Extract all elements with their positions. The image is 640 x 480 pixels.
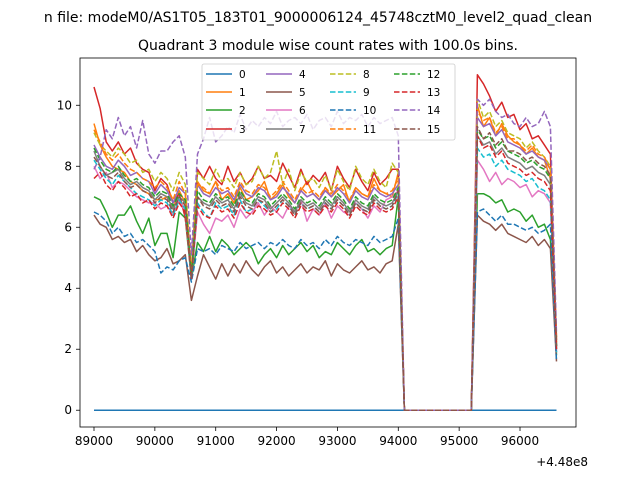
x-tick-label: 96000 xyxy=(501,434,539,448)
series-line-8 xyxy=(93,98,558,411)
legend-label-0: 0 xyxy=(239,69,246,81)
series-line-2 xyxy=(93,192,558,411)
legend-label-4: 4 xyxy=(299,69,306,81)
series-line-5 xyxy=(93,214,558,411)
x-offset-label: +4.48e8 xyxy=(536,455,588,469)
y-tick-label: 2 xyxy=(64,342,72,356)
x-tick-label: 95000 xyxy=(440,434,478,448)
x-tick-label: 90000 xyxy=(136,434,174,448)
legend-label-14: 14 xyxy=(427,105,441,117)
y-tick-label: 4 xyxy=(64,281,72,295)
y-tick-label: 6 xyxy=(64,220,72,234)
y-tick-label: 10 xyxy=(57,98,72,112)
legend-label-9: 9 xyxy=(363,87,370,99)
series-line-13 xyxy=(93,135,558,411)
legend-label-10: 10 xyxy=(363,105,376,117)
x-tick-label: 93000 xyxy=(318,434,356,448)
x-tick-label: 92000 xyxy=(257,434,295,448)
legend-label-5: 5 xyxy=(299,87,306,99)
y-axis: 0 2 4 6 8 10 xyxy=(57,98,80,417)
legend-label-6: 6 xyxy=(299,105,306,117)
plot-frame xyxy=(79,57,577,428)
legend-label-2: 2 xyxy=(239,105,246,117)
legend-label-3: 3 xyxy=(239,124,246,136)
x-tick-label: 94000 xyxy=(379,434,417,448)
legend-label-7: 7 xyxy=(299,124,306,136)
legend-label-11: 11 xyxy=(363,124,376,136)
series-line-4 xyxy=(93,116,558,411)
legend-label-8: 8 xyxy=(363,69,370,81)
figure-suptitle: n file: modeM0/AS1T05_183T01_9000006124_… xyxy=(44,10,592,26)
y-tick-label: 8 xyxy=(64,159,72,173)
series-line-15 xyxy=(93,125,558,411)
x-tick-label: 91000 xyxy=(197,434,235,448)
x-axis: 89000 90000 91000 92000 93000 94000 95000 96000 xyxy=(75,427,539,448)
legend-label-15: 15 xyxy=(427,124,440,136)
legend-box xyxy=(201,63,456,141)
chart-title: Quadrant 3 module wise count rates with … xyxy=(138,38,518,54)
series-line-7 xyxy=(93,135,558,411)
series-line-11 xyxy=(93,110,558,411)
legend-label-12: 12 xyxy=(427,69,440,81)
legend-label-1: 1 xyxy=(239,87,246,99)
series-line-12 xyxy=(93,128,558,411)
legend-label-13: 13 xyxy=(427,87,440,99)
y-tick-label: 0 xyxy=(64,403,72,417)
x-tick-label: 89000 xyxy=(75,434,113,448)
series-layer xyxy=(93,74,558,411)
